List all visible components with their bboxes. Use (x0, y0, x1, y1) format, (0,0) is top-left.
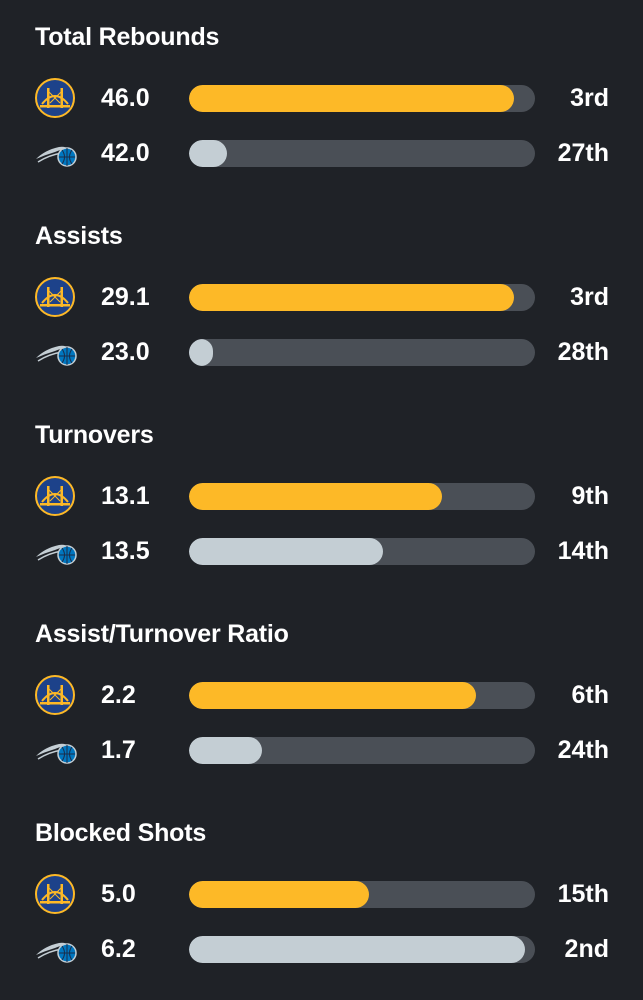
league-rank: 15th (557, 880, 609, 908)
team-row-warriors: 46.0 3rd (0, 78, 643, 118)
stat-bar-track (189, 936, 535, 963)
stat-bar-fill (189, 284, 515, 311)
team-row-magic: 42.0 27th (0, 133, 643, 173)
team-row-magic: 13.5 14th (0, 531, 643, 571)
magic-logo-icon (35, 730, 79, 770)
stat-value: 13.1 (101, 482, 150, 510)
stat-bar-track (189, 881, 535, 908)
stat-title: Assist/Turnover Ratio (35, 620, 289, 648)
stat-value: 29.1 (101, 283, 150, 311)
stat-bar-fill (189, 682, 477, 709)
stat-section-blocked-shots: Blocked Shots 5.0 15th (0, 796, 643, 996)
league-rank: 27th (557, 139, 609, 167)
warriors-logo-icon (35, 874, 79, 914)
stat-bar-track (189, 682, 535, 709)
stat-bar-fill (189, 140, 228, 167)
stat-bar-track (189, 538, 535, 565)
magic-logo-icon (35, 332, 79, 372)
stat-bar-fill (189, 881, 369, 908)
league-rank: 9th (571, 482, 610, 510)
warriors-logo-icon (35, 675, 79, 715)
team-row-magic: 23.0 28th (0, 332, 643, 372)
stat-value: 2.2 (101, 681, 136, 709)
stat-bar-track (189, 737, 535, 764)
stat-section-assists: Assists 29.1 3rd (0, 199, 643, 399)
league-rank: 6th (571, 681, 610, 709)
stat-title: Assists (35, 222, 123, 250)
warriors-logo-icon (35, 78, 79, 118)
stat-bar-fill (189, 737, 262, 764)
league-rank: 2nd (564, 935, 609, 963)
league-rank: 14th (557, 537, 609, 565)
league-rank: 24th (557, 736, 609, 764)
warriors-logo-icon (35, 277, 79, 317)
team-row-warriors: 13.1 9th (0, 476, 643, 516)
stat-value: 46.0 (101, 84, 150, 112)
stat-value: 13.5 (101, 537, 150, 565)
stat-bar-track (189, 339, 535, 366)
stat-section-total-rebounds: Total Rebounds 46.0 3rd (0, 0, 643, 200)
stat-bar-fill (189, 538, 383, 565)
team-row-magic: 6.2 2nd (0, 929, 643, 969)
team-row-warriors: 5.0 15th (0, 874, 643, 914)
stat-bar-track (189, 85, 535, 112)
team-row-magic: 1.7 24th (0, 730, 643, 770)
stat-value: 42.0 (101, 139, 150, 167)
stat-bar-fill (189, 85, 515, 112)
stat-bar-track (189, 483, 535, 510)
stat-section-assist-turnover-ratio: Assist/Turnover Ratio 2.2 6th (0, 597, 643, 797)
stat-value: 6.2 (101, 935, 136, 963)
stat-title: Blocked Shots (35, 819, 207, 847)
magic-logo-icon (35, 929, 79, 969)
stat-bar-track (189, 140, 535, 167)
team-row-warriors: 2.2 6th (0, 675, 643, 715)
stat-value: 23.0 (101, 338, 150, 366)
stat-bar-track (189, 284, 535, 311)
league-rank: 28th (557, 338, 609, 366)
league-rank: 3rd (570, 283, 609, 311)
stat-bar-fill (189, 483, 442, 510)
stat-value: 5.0 (101, 880, 136, 908)
stat-bar-fill (189, 936, 525, 963)
magic-logo-icon (35, 133, 79, 173)
team-row-warriors: 29.1 3rd (0, 277, 643, 317)
stat-title: Turnovers (35, 421, 154, 449)
stat-title: Total Rebounds (35, 23, 220, 51)
league-rank: 3rd (570, 84, 609, 112)
stat-value: 1.7 (101, 736, 136, 764)
stat-bar-fill (189, 339, 214, 366)
warriors-logo-icon (35, 476, 79, 516)
magic-logo-icon (35, 531, 79, 571)
stat-section-turnovers: Turnovers 13.1 9th (0, 398, 643, 598)
